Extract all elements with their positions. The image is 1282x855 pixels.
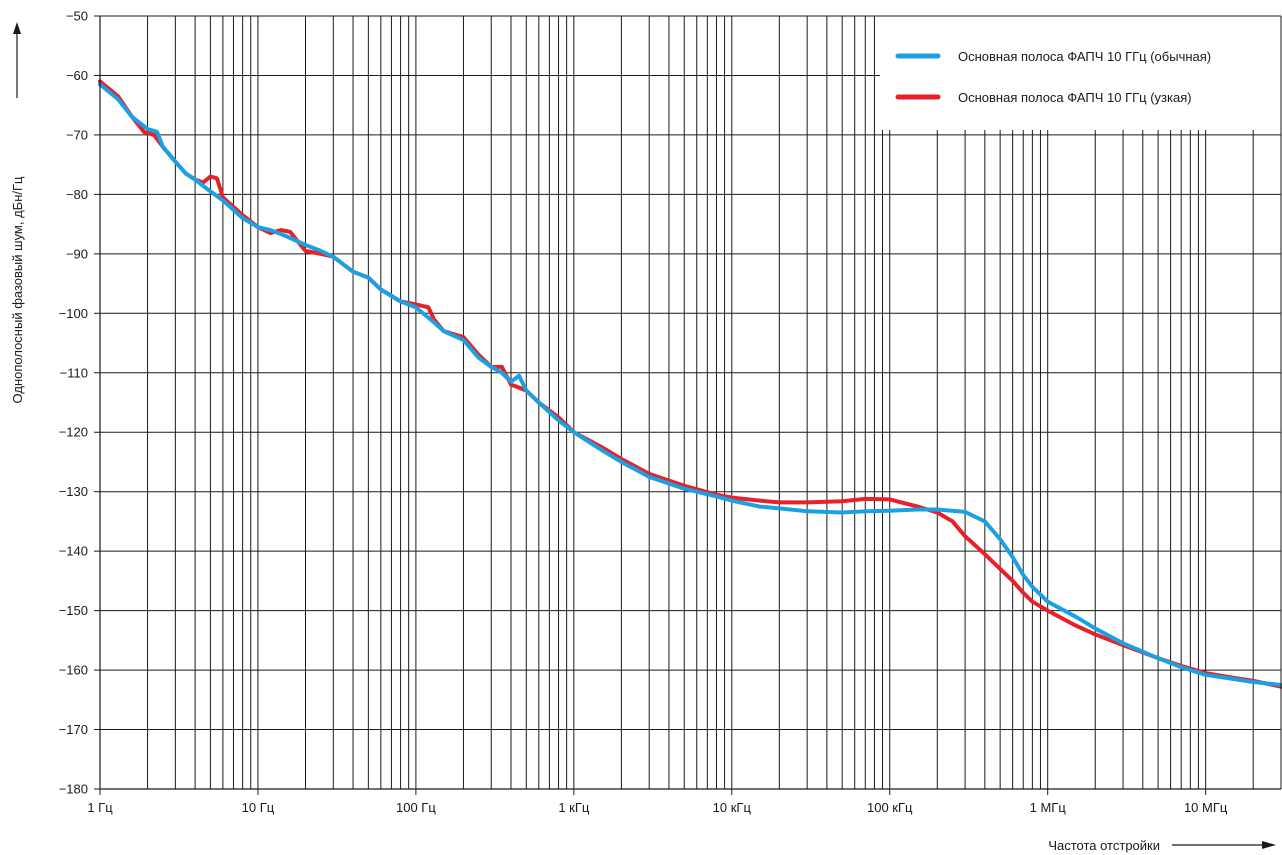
y-tick-label: −130 xyxy=(59,484,88,499)
axes: −50 −60 −70 −80 −90 −100 −110 −120 −130 −140 −150 −… xyxy=(59,9,1282,815)
series-line-narrow xyxy=(98,79,1282,689)
y-tick-label: −100 xyxy=(59,306,88,321)
x-tick-label: 10 кГц xyxy=(713,800,752,815)
x-tick-label: 1 МГц xyxy=(1030,800,1067,815)
y-tick-label: −150 xyxy=(59,603,88,618)
y-tick-label: −110 xyxy=(60,365,88,380)
y-axis-label: Однополосный фазовый шум, дБн/Гц xyxy=(10,176,25,404)
x-tick-label: 10 Гц xyxy=(242,800,275,815)
grid xyxy=(100,15,1282,790)
series-lines xyxy=(98,79,1282,689)
x-tick-label: 10 МГц xyxy=(1184,800,1228,815)
x-axis-title: Частота отстройки xyxy=(1048,838,1276,853)
legend-label-normal: Основная полоса ФАПЧ 10 ГГц (обычная) xyxy=(958,49,1211,64)
y-tick-label: −180 xyxy=(59,782,88,797)
legend-label-narrow: Основная полоса ФАПЧ 10 ГГц (узкая) xyxy=(958,90,1192,105)
legend-box xyxy=(880,15,1281,130)
y-tick-label: −170 xyxy=(59,722,88,737)
x-axis-label: Частота отстройки xyxy=(1048,838,1160,853)
y-axis-title: Однополосный фазовый шум, дБн/Гц xyxy=(10,22,25,403)
x-axis-arrowhead xyxy=(1262,841,1276,849)
x-tick-label: 100 Гц xyxy=(396,800,436,815)
y-tick-label: −90 xyxy=(66,246,88,261)
legend: Основная полоса ФАПЧ 10 ГГц (обычная) Ос… xyxy=(880,15,1281,130)
y-tick-label: −80 xyxy=(66,187,88,202)
x-tick-label: 1 Гц xyxy=(87,800,113,815)
y-tick-label: −60 xyxy=(66,68,88,83)
y-tick-label: −120 xyxy=(59,425,88,440)
x-tick-label: 1 кГц xyxy=(558,800,590,815)
y-tick-label: −50 xyxy=(66,9,88,24)
y-tick-label: −70 xyxy=(66,127,88,142)
x-tick-label: 100 кГц xyxy=(867,800,913,815)
y-axis-arrowhead xyxy=(13,22,21,34)
y-tick-label: −140 xyxy=(59,544,88,559)
series-line-normal xyxy=(98,82,1282,687)
y-tick-label: −160 xyxy=(59,663,88,678)
